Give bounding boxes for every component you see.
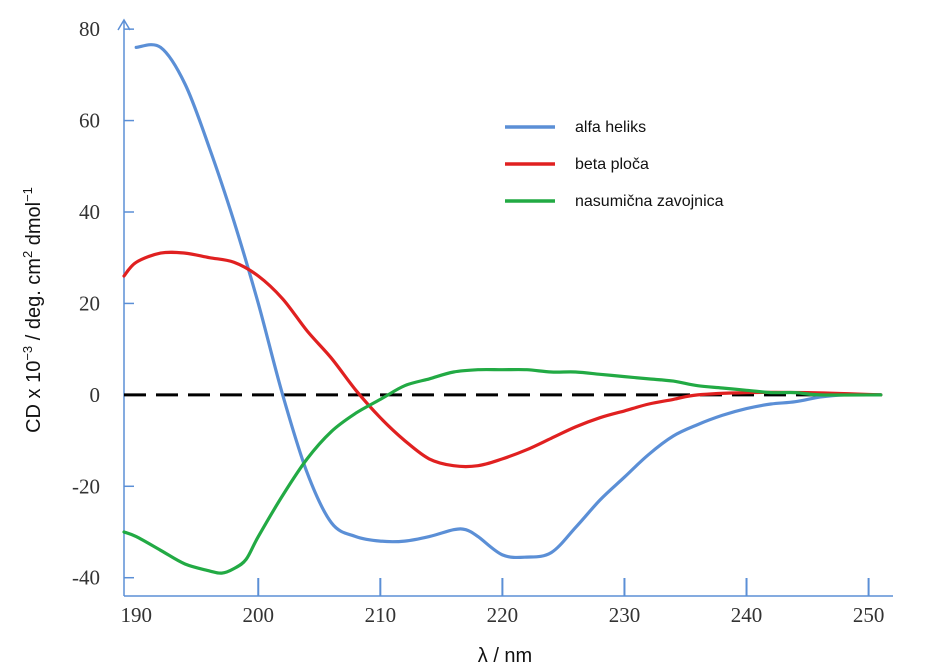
legend: alfa heliks beta ploča nasumična zavojnica (505, 119, 724, 210)
y-axis-title-base: CD x 10 (23, 361, 45, 433)
series-lines (122, 43, 883, 575)
y-tick-label: 0 (90, 383, 101, 407)
series-line-nasumicna-zavojnica (122, 367, 883, 575)
x-tick-label: 230 (609, 603, 641, 627)
y-tick-label: 40 (79, 200, 100, 224)
y-axis-arrow (117, 18, 131, 31)
y-axis-title-exponent-3: −1 (20, 187, 35, 202)
y-tick-label: 20 (79, 291, 100, 315)
y-tick-label: 80 (79, 17, 100, 41)
x-tick-label: 200 (243, 603, 275, 627)
y-axis-title-exponent-2: 2 (20, 251, 35, 258)
x-tick-label: 240 (731, 603, 763, 627)
series-line-beta-ploca (122, 250, 883, 469)
y-axis-title: CD x 10−3 / deg. cm2 dmol−1 (20, 187, 45, 433)
legend-label-beta-ploca: beta ploča (575, 156, 649, 173)
x-tick-label: 220 (487, 603, 519, 627)
y-axis-title-mid: / deg. cm (23, 258, 45, 346)
x-axis-title: λ / nm (478, 645, 532, 667)
x-tick-label: 250 (853, 603, 885, 627)
y-tick-label: 60 (79, 109, 100, 133)
legend-label-nasumicna-zavojnica: nasumična zavojnica (575, 193, 724, 210)
y-tick-label: -40 (72, 566, 100, 590)
series-line-alfa-heliks (134, 43, 883, 560)
x-tick-label: 210 (365, 603, 397, 627)
y-axis-title-exponent-1: −3 (20, 346, 35, 361)
y-axis-title-tail: dmol (23, 202, 45, 251)
x-tick-label: 190 (120, 603, 152, 627)
legend-label-alfa-heliks: alfa heliks (575, 119, 646, 136)
y-tick-label: -20 (72, 474, 100, 498)
